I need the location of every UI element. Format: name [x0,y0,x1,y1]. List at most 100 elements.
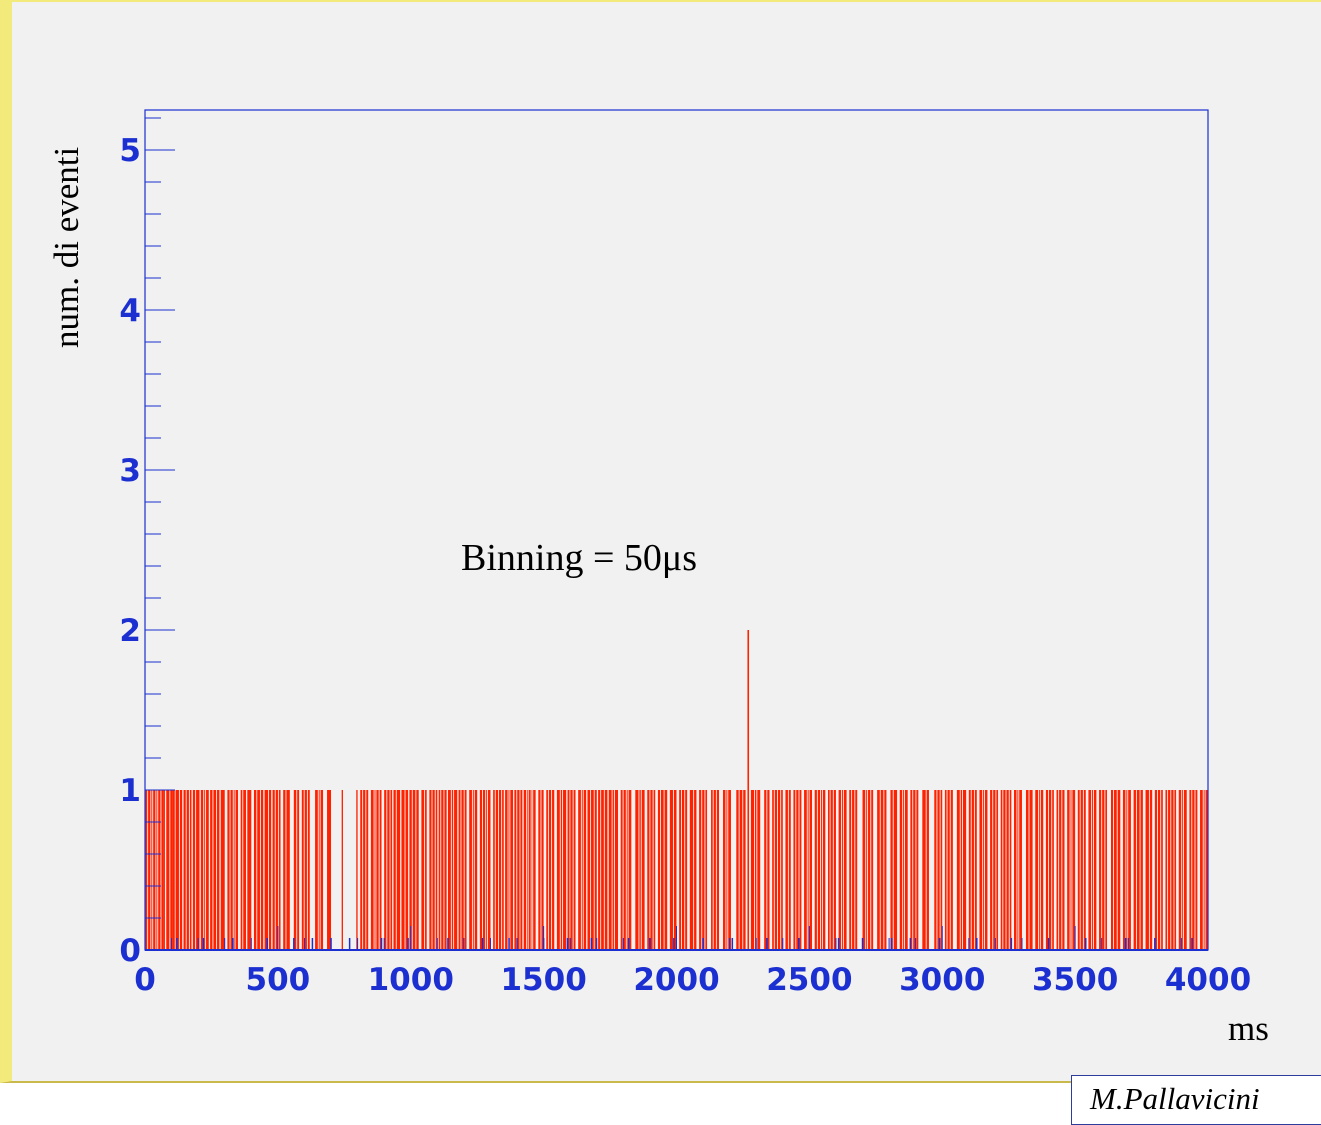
bar-run-54 [689,790,697,950]
bar-run-49 [635,790,645,950]
x-tick-label-2500: 2500 [766,962,852,998]
x-tick-label-500: 500 [246,962,311,998]
bar-run-50 [647,790,656,950]
y-axis-label: num. di eventi [47,147,86,348]
y-tick-label-2: 2 [119,613,141,649]
bar-run-64 [804,790,813,950]
bar-run-93 [1133,790,1143,950]
bar-run-95 [1154,790,1163,950]
bar-run-44 [578,790,587,950]
bar-run-4 [175,790,183,950]
bar-run-92 [1122,790,1131,950]
bar-run-12 [247,790,252,950]
x-tick-label-3500: 3500 [1032,962,1118,998]
bar-run-21 [341,790,343,950]
x-tick-label-3000: 3000 [899,962,985,998]
bar-run-59 [750,790,761,950]
bar-run-75 [934,790,943,950]
bar-run-84 [1035,790,1044,950]
bar-run-5 [183,790,192,950]
bar-run-63 [793,790,802,950]
bar-run-18 [301,790,310,950]
tick-labels: 0 1 2 3 4 5 0 500 1000 1500 2000 2500 3000 3500 4000 [119,133,1251,998]
bar-run-76 [944,790,953,950]
bar-run-86 [1056,790,1065,950]
bar-run-80 [990,790,999,950]
bar-run-9 [220,790,225,950]
x-tick-label-2000: 2000 [633,962,719,998]
bar-run-78 [968,790,977,950]
y-tick-label-3: 3 [119,453,141,489]
bar-run-42 [556,790,567,950]
bar-run-99 [1200,790,1208,950]
bar-run-43 [567,790,576,950]
bar-run-37 [505,790,514,950]
axis-ticks [144,117,1209,951]
bar-run-19 [315,790,324,950]
bar-run-82 [1014,790,1022,950]
bar-run-74 [922,790,929,950]
x-axis-label: ms [1228,1009,1269,1048]
bar-run-66 [827,790,836,950]
bar-run-14 [264,790,272,950]
bar-run-20 [327,790,332,950]
bar-run-53 [679,790,688,950]
x-tick-label-0: 0 [134,962,156,998]
bar-run-46 [598,790,608,950]
bar-run-57 [723,790,731,950]
y-tick-label-5: 5 [119,133,141,169]
bar-run-85 [1045,790,1054,950]
author-label: M.Pallavicini [1090,1081,1260,1116]
y-tick-label-4: 4 [119,293,141,329]
bar-run-58 [736,790,746,950]
bar-run-30 [429,790,438,950]
binning-annotation: Binning = 50μs [461,537,697,579]
bar-run-8 [210,790,220,950]
bar-run-41 [546,790,555,950]
bar-run-28 [409,790,419,950]
bar-run-67 [838,790,847,950]
bar-run-98 [1189,790,1198,950]
bar-run-68 [849,790,858,950]
bar-run-13 [253,790,264,950]
bar-run-35 [479,790,491,950]
x-tick-label-1000: 1000 [368,962,454,998]
bar-run-70 [877,790,887,950]
author-box: M.Pallavicini [1071,1075,1321,1125]
bar-run-25 [384,790,393,950]
bar-run-32 [447,790,458,950]
y-tick-label-0: 0 [119,933,141,969]
bar-run-87 [1067,790,1076,950]
bar-run-0 [145,790,164,950]
bar-run-33 [458,790,467,950]
bar-run-94 [1145,790,1153,950]
bar-run-34 [469,790,478,950]
bar-run-77 [956,790,967,950]
bar-run-3 [172,790,175,950]
bar-run-38 [514,790,523,950]
bar-run-72 [899,790,908,950]
bar-run-23 [360,790,369,950]
bar-run-26 [393,790,401,950]
bar-run-91 [1111,790,1121,950]
bar-run-79 [979,790,988,950]
bar-run-47 [608,790,619,950]
bar-run-29 [421,790,427,950]
bar-run-6 [192,790,200,950]
bar-run-56 [711,790,720,950]
histogram-chart: 0 1 2 3 4 5 0 500 1000 1500 2000 2500 3000 3500 4000 n… [47,109,1269,1048]
bar-run-16 [283,790,290,950]
bar-run-89 [1088,790,1097,950]
bar-run-39 [523,790,536,950]
bar-run-71 [890,790,898,950]
bar-run-73 [910,790,919,950]
bar-run-97 [1178,790,1187,950]
bin-gaps [147,790,1206,950]
bar-run-88 [1077,790,1086,950]
bar-run-55 [699,790,708,950]
histogram-bars [145,630,1208,950]
bar-run-51 [657,790,668,950]
bar-run-15 [272,790,281,950]
bar-run-31 [438,790,447,950]
bar-run-7 [200,790,209,950]
